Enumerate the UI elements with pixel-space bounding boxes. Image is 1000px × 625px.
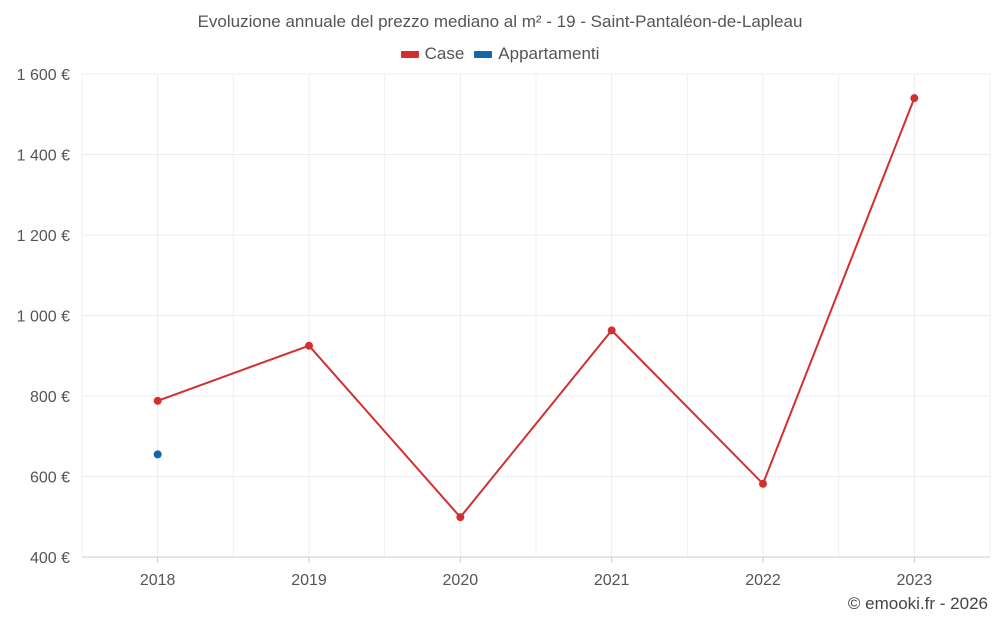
legend-label-appartamenti: Appartamenti (498, 44, 600, 63)
x-tick-label: 2020 (443, 572, 479, 589)
legend-swatch-case (400, 50, 419, 58)
x-tick-label: 2021 (594, 572, 630, 589)
data-point-case (910, 94, 919, 103)
legend-item-appartamenti[interactable]: Appartamenti (474, 44, 599, 64)
credit-text: © emooki.fr - 2026 (847, 594, 988, 613)
data-point-case (153, 396, 162, 405)
legend: Case Appartamenti (0, 44, 1000, 64)
x-tick-label: 2018 (140, 572, 176, 589)
y-tick-label: 1 400 € (17, 148, 70, 165)
data-point-case (305, 341, 313, 350)
x-tick-label: 2023 (897, 572, 933, 589)
y-tick-label: 600 € (30, 470, 70, 487)
data-point-case (456, 513, 465, 522)
y-tick-label: 1 000 € (17, 309, 70, 326)
chart-title: Evoluzione annuale del prezzo mediano al… (197, 12, 803, 31)
legend-item-case[interactable]: Case (400, 44, 465, 64)
legend-label-case: Case (424, 44, 465, 63)
y-tick-label: 1 200 € (17, 228, 70, 245)
x-tick-label: 2022 (745, 572, 781, 589)
legend-swatch-appartamenti (474, 50, 493, 58)
y-tick-label: 800 € (30, 389, 70, 406)
y-tick-label: 1 600 € (17, 67, 70, 84)
x-tick-label: 2019 (291, 572, 327, 589)
series-line-case (157, 97, 916, 519)
data-point-case (759, 479, 767, 488)
y-tick-label: 400 € (30, 550, 70, 567)
data-point-appartamenti (153, 450, 162, 459)
data-point-case (607, 326, 616, 335)
